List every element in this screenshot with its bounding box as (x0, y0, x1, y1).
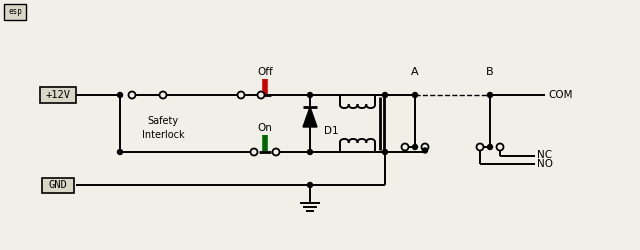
Text: NC: NC (537, 150, 552, 160)
Text: On: On (257, 123, 273, 133)
Circle shape (237, 92, 244, 98)
Circle shape (488, 92, 493, 98)
Circle shape (307, 182, 312, 188)
Circle shape (118, 150, 122, 154)
Circle shape (422, 144, 429, 150)
Circle shape (250, 148, 257, 156)
Text: NO: NO (537, 159, 553, 169)
Text: A: A (411, 67, 419, 77)
FancyBboxPatch shape (4, 4, 26, 20)
FancyBboxPatch shape (42, 178, 74, 192)
Text: Safety
Interlock: Safety Interlock (141, 116, 184, 140)
Circle shape (159, 92, 166, 98)
Circle shape (488, 144, 493, 150)
Text: Off: Off (257, 67, 273, 77)
Circle shape (401, 144, 408, 150)
Circle shape (422, 148, 428, 153)
Circle shape (273, 148, 280, 156)
Text: B: B (486, 67, 494, 77)
Circle shape (307, 150, 312, 154)
FancyBboxPatch shape (40, 87, 76, 103)
Text: D1: D1 (324, 126, 339, 136)
Circle shape (383, 150, 387, 154)
Circle shape (497, 144, 504, 150)
Circle shape (118, 92, 122, 98)
Text: esp: esp (8, 8, 22, 16)
Circle shape (257, 92, 264, 98)
Text: +12V: +12V (45, 90, 70, 100)
Circle shape (383, 92, 387, 98)
Circle shape (413, 144, 417, 150)
Circle shape (307, 92, 312, 98)
Text: COM: COM (548, 90, 573, 100)
Polygon shape (303, 107, 317, 127)
Circle shape (477, 144, 483, 150)
Circle shape (129, 92, 136, 98)
Circle shape (413, 92, 417, 98)
Text: GND: GND (49, 180, 67, 190)
